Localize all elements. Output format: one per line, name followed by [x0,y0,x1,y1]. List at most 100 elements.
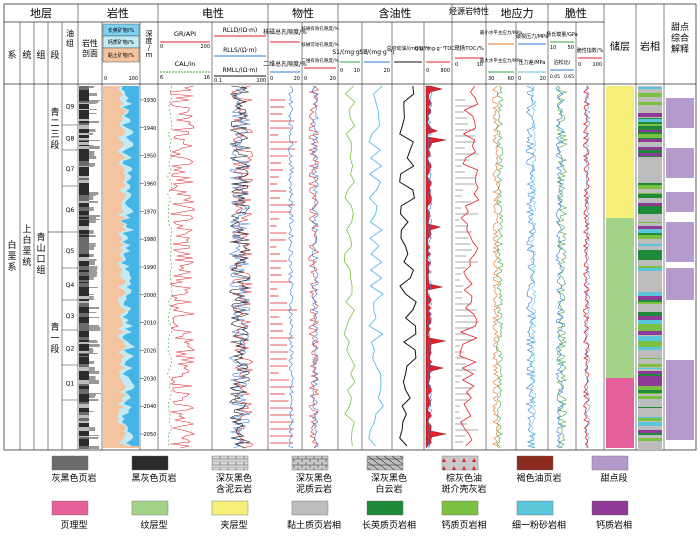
lith-bed [79,337,89,338]
lith-bed-width [89,442,95,445]
facies-bed [638,327,662,331]
lith-bed [79,398,89,399]
legend-shell-limestone-swatch [441,455,479,471]
lith-bed-width [89,132,99,133]
lith-bed-width [89,141,99,142]
lithofacies-column [638,86,662,450]
facies-bed [638,239,662,242]
sh-max-curve [496,85,504,449]
lith-bed [79,135,89,138]
lith-bed [79,280,89,282]
depth-label: 2010 [144,321,157,327]
electric-header: GR/API 0 200 CAL/in 6 16 RLLD/(Ω·m) RLLS… [160,27,266,84]
lith-bed [79,333,89,337]
legend-interlayer-type-swatch [211,500,249,516]
depth-label: 2040 [144,404,157,410]
depth-label: 2030 [144,376,157,382]
lith-bed [79,230,89,234]
s1-curve [343,85,356,447]
sweet-interval [666,192,694,212]
lith-bed [79,357,89,361]
facies-bed [638,364,662,367]
lith-bed [79,394,89,396]
stress-range-lo2: 0 [518,76,521,82]
facies-bed [638,300,662,302]
lith-bed [79,138,89,140]
facies-bed [638,376,662,380]
lith-bed-width [89,125,99,129]
oil-group-label: Q6 [66,207,75,214]
facies-bed [638,430,662,433]
facies-bed [638,271,662,275]
lith-bed [79,119,89,121]
lith-bed [79,145,89,146]
lith-bed [79,312,89,313]
lith-bed [79,178,89,180]
header-lithofacies: 岩相 [640,40,660,53]
poisson-curve [555,85,564,449]
facies-bed [638,97,662,99]
facies-bed [638,445,662,446]
lith-bed [79,436,89,437]
depth-label: 1980 [144,237,157,243]
facies-bed [638,296,662,300]
lith-bed [79,431,89,435]
mineral-felsic-area [120,86,139,446]
lith-bed-width [89,243,96,247]
lith-bed [79,215,89,217]
lith-bed [79,226,89,230]
toc-max: 10 [477,62,483,68]
facies-bed [638,393,662,394]
lith-bed [79,299,89,300]
lith-bed-width [89,317,100,318]
lith-bed [79,300,89,301]
lith-bed-width [89,300,94,301]
facies-bed [638,109,662,113]
lith-bed [79,404,89,408]
facies-bed [638,143,662,147]
lith-bed-width [89,294,94,295]
s1-label: S1/(mg·g⁻¹) [332,49,367,56]
facies-bed [638,176,662,180]
lith-bed [79,100,89,101]
rmll-curve [229,85,252,449]
facies-bed [638,282,662,286]
lith-bed-width [89,211,97,213]
lith-bed-width [89,408,101,411]
lith-bed [79,291,89,294]
lith-bed-width [89,145,94,146]
lith-bed [79,427,89,431]
facies-bed [638,156,662,157]
facies-bed [638,122,662,124]
total-oil-label: 总可动油/(mg·g⁻¹) [386,45,429,52]
lith-bed-width [89,110,100,113]
lith-bed [79,393,89,394]
lith-bed-width [89,356,99,357]
lith-bed [79,195,89,196]
lith-bed [79,327,89,331]
lith-bed [79,325,89,327]
lith-bed [79,166,89,167]
header-frame [3,3,697,451]
lith-bed [79,303,89,307]
facies-bed [638,157,662,161]
legend-laminated-type: 页理型 [60,520,87,531]
lith-bed [79,203,89,207]
facies-bed [638,292,662,293]
lith-bed [79,109,89,110]
nmr-mov-curve [311,85,320,449]
s1-max: 10 [354,68,360,74]
pore-label: 压力差/MPa [519,59,546,66]
facies-bed [638,429,662,430]
lith-bed [79,384,89,386]
lith-bed-width [89,436,100,437]
nmr-eff-label: 核磁有效孔隙度/% [301,25,339,32]
legend-calcareous-facies-swatch [591,500,629,516]
lith-bed [79,121,89,123]
lith-bed [79,103,89,104]
facies-bed [638,335,662,336]
lith-bed [79,110,89,113]
lith-bed-width [89,402,94,404]
young-label: 杨氏模量/GPa [546,31,577,38]
lith-bed [79,354,89,356]
